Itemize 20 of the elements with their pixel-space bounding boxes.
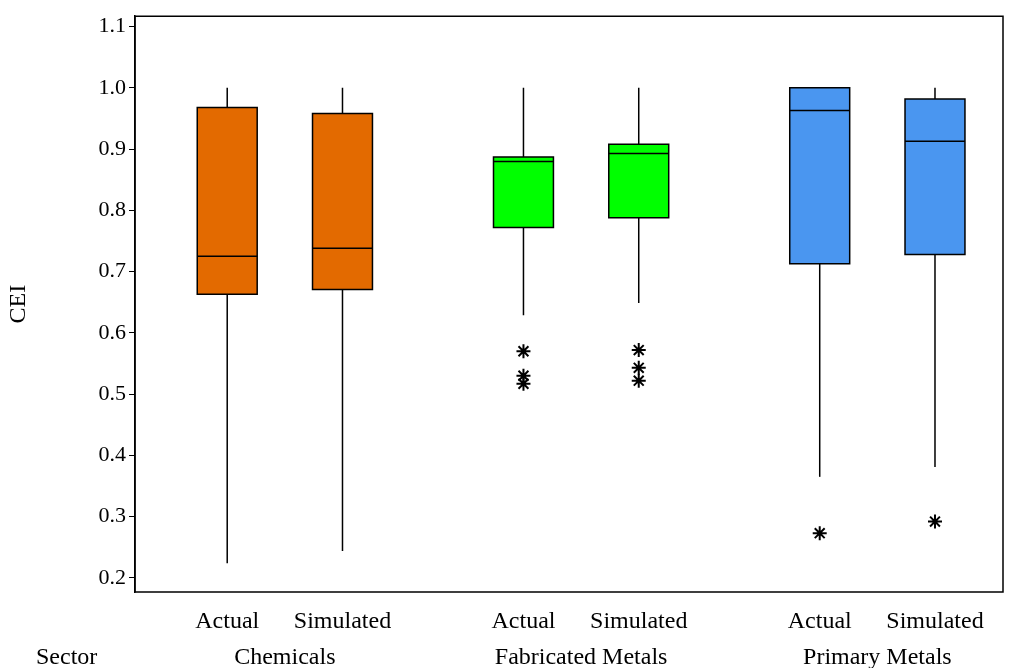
y-tick-label: 0.3 <box>98 502 126 528</box>
x-tick-label: Simulated <box>590 607 688 633</box>
y-tick-label: 0.6 <box>98 318 126 344</box>
x-tick-label: Actual <box>195 607 260 633</box>
x-tick-label: Actual <box>491 607 556 633</box>
y-tick-label: 0.5 <box>98 379 126 405</box>
x-tick-label: Simulated <box>293 607 392 633</box>
text: Fabricated Metals <box>494 643 668 668</box>
y-tick-label: 0.2 <box>98 563 126 589</box>
y-tick-label: 0.9 <box>98 134 126 160</box>
y-tick-label: 0.4 <box>98 441 126 467</box>
y-tick-label: 0.8 <box>98 196 126 222</box>
x-axis-title: Sector <box>36 643 98 668</box>
y-tick-label: 1.0 <box>98 73 126 99</box>
x-tick-label: Actual <box>787 607 853 633</box>
x-tick-label: Simulated <box>886 607 984 633</box>
y-tick-label: 0.7 <box>98 257 126 283</box>
text: Chemicals <box>234 643 336 668</box>
y-axis-title: CEI <box>3 284 30 324</box>
y-tick-label: 1.1 <box>98 12 126 38</box>
